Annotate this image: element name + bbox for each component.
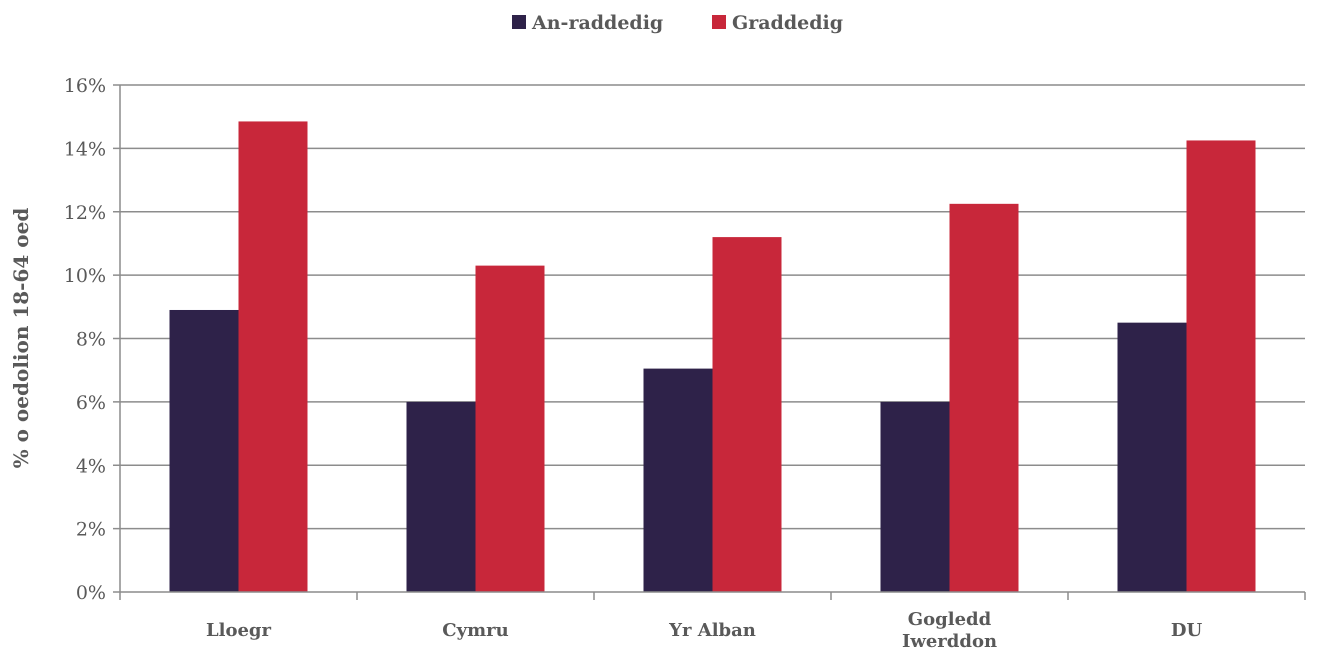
y-tick-label: 16% bbox=[64, 75, 106, 97]
x-axis bbox=[119, 85, 1306, 600]
bar-graddedig-lloegr bbox=[238, 121, 308, 593]
y-tick-label: 10% bbox=[64, 265, 106, 287]
bars bbox=[169, 121, 1256, 593]
bar-an-raddedig-lloegr bbox=[169, 309, 239, 592]
x-tick-label: Lloegr bbox=[206, 620, 272, 641]
legend-label-graddedig: Graddedig bbox=[732, 12, 843, 34]
x-tick-label: Cymru bbox=[442, 620, 508, 641]
y-tick-label: 12% bbox=[64, 202, 106, 224]
bar-an-raddedig-cymru bbox=[406, 401, 476, 592]
bar-an-raddedig-gogledd-iwerddon bbox=[880, 401, 950, 592]
legend-swatch-graddedig bbox=[712, 15, 726, 29]
y-tick-label: 14% bbox=[64, 138, 106, 160]
legend-label-an-raddedig: An-raddedig bbox=[531, 12, 663, 34]
bar-an-raddedig-du bbox=[1117, 322, 1187, 592]
y-tick-label: 2% bbox=[76, 519, 106, 541]
bar-an-raddedig-yr-alban bbox=[643, 368, 713, 592]
bar-graddedig-yr-alban bbox=[712, 237, 782, 592]
y-axis-ticks: 0% 2% 4% 6% 8% 10% 12% 14% 16% bbox=[64, 75, 120, 604]
y-tick-label: 4% bbox=[76, 455, 106, 477]
bar-graddedig-du bbox=[1186, 140, 1256, 592]
bar-graddedig-cymru bbox=[475, 265, 545, 592]
x-axis-labels: Lloegr Cymru Yr Alban Gogledd Iwerddon DU bbox=[206, 609, 1202, 652]
x-tick-label: Yr Alban bbox=[668, 620, 756, 641]
legend-swatch-an-raddedig bbox=[512, 15, 526, 29]
y-tick-label: 0% bbox=[76, 582, 106, 604]
x-tick-label: Gogledd Iwerddon bbox=[902, 609, 997, 652]
bar-graddedig-gogledd-iwerddon bbox=[949, 203, 1019, 592]
legend: An-raddedig Graddedig bbox=[512, 12, 843, 34]
y-tick-label: 6% bbox=[76, 392, 106, 414]
y-tick-label: 8% bbox=[76, 329, 106, 351]
y-axis-title: % o oedolion 18-64 oed bbox=[9, 208, 33, 469]
x-tick-label: DU bbox=[1171, 620, 1203, 641]
